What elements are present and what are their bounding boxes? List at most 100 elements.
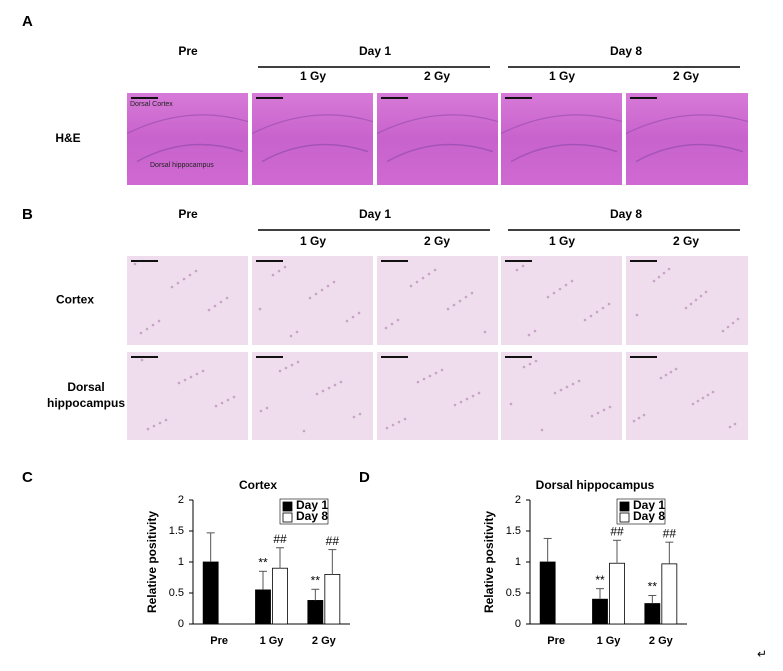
cell (164, 418, 168, 422)
cell (428, 374, 432, 378)
cell (201, 369, 205, 373)
legend-label: Day 1 (296, 498, 328, 512)
row-label: Cortex (56, 293, 94, 307)
cell (214, 404, 218, 408)
image-label: Dorsal hippocampus (150, 162, 214, 169)
x-tick-label: Pre (210, 635, 228, 647)
cell (595, 310, 599, 314)
cell (183, 378, 187, 382)
cell (358, 412, 362, 416)
column-subheader: 1 Gy (549, 234, 575, 248)
tissue-contour (376, 114, 499, 135)
significance-mark: ## (326, 534, 340, 548)
cell (188, 273, 192, 277)
cell (577, 379, 581, 383)
bar (539, 561, 556, 625)
cell (225, 296, 229, 300)
cell (607, 302, 611, 306)
cell (465, 397, 469, 401)
cell (320, 288, 324, 292)
tissue-contour (500, 114, 623, 135)
cell (657, 275, 661, 279)
significance-mark: ## (273, 532, 287, 546)
significance-mark: ## (610, 524, 624, 538)
cell (384, 326, 388, 330)
y-tick-label: 0.5 (506, 587, 521, 599)
cell (177, 381, 181, 385)
cell (277, 269, 281, 273)
panel-label: B (22, 206, 33, 223)
bar (324, 574, 341, 625)
cell (522, 365, 526, 369)
column-subheader: 2 Gy (424, 69, 450, 83)
cell (515, 268, 519, 272)
cell (699, 294, 703, 298)
cell (521, 264, 525, 268)
cell (434, 371, 438, 375)
cell (689, 302, 693, 306)
column-header: Pre (178, 44, 198, 58)
y-axis-label: Relative positivity (482, 511, 496, 613)
cell (583, 318, 587, 322)
micrograph (377, 93, 498, 185)
cell (290, 363, 294, 367)
cell (415, 280, 419, 284)
cell (669, 370, 673, 374)
cell (453, 403, 457, 407)
legend-label: Day 8 (633, 509, 665, 523)
micrograph (377, 352, 498, 440)
tissue-contour (251, 114, 374, 135)
cell (427, 272, 431, 276)
cell (220, 401, 224, 405)
cell (608, 405, 612, 409)
cell (440, 368, 444, 372)
cell (684, 306, 688, 310)
cell (352, 415, 356, 419)
micrograph (501, 256, 622, 345)
cell (207, 308, 211, 312)
cell (326, 284, 330, 288)
column-header: Day 8 (610, 207, 642, 221)
cell (158, 421, 162, 425)
y-tick-label: 0 (178, 618, 184, 630)
bar (307, 600, 324, 625)
cell (590, 414, 594, 418)
legend-swatch (282, 501, 293, 512)
cell (635, 313, 639, 317)
cell (232, 395, 236, 399)
legend-box (616, 498, 666, 525)
bar (202, 561, 219, 625)
cell (357, 311, 361, 315)
bar (272, 567, 288, 625)
panel-label: D (359, 469, 370, 486)
cell (332, 280, 336, 284)
x-tick-label: 1 Gy (260, 635, 285, 647)
chart-title: Dorsal hippocampus (536, 478, 655, 492)
cell (396, 318, 400, 322)
y-tick-label: 0 (515, 618, 521, 630)
tissue-contour (261, 143, 369, 163)
bar (609, 562, 625, 625)
cell (540, 428, 544, 432)
cell (733, 422, 737, 426)
y-tick-label: 2 (178, 494, 184, 506)
cell (552, 291, 556, 295)
micrograph (626, 256, 748, 345)
column-subheader: 2 Gy (673, 234, 699, 248)
cell (289, 334, 293, 338)
cell (533, 329, 537, 333)
significance-mark: ** (648, 580, 658, 594)
cell (151, 323, 155, 327)
cell (736, 317, 740, 321)
cell (477, 391, 481, 395)
micrograph (501, 352, 622, 440)
bar (255, 589, 271, 625)
cell (662, 271, 666, 275)
legend-box (279, 498, 329, 525)
cell (470, 291, 474, 295)
cell (528, 362, 532, 366)
cell (659, 376, 663, 380)
cell (464, 295, 468, 299)
cell (483, 330, 487, 334)
tissue-contour (510, 143, 618, 163)
